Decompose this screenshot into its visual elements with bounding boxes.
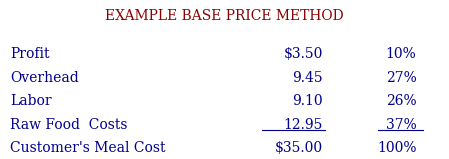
Text: 26%: 26% [386,94,416,108]
Text: Customer's Meal Cost: Customer's Meal Cost [10,141,166,155]
Text: 100%: 100% [377,141,416,155]
Text: Overhead: Overhead [10,71,79,85]
Text: Raw Food  Costs: Raw Food Costs [10,118,128,132]
Text: 10%: 10% [386,47,416,61]
Text: Profit: Profit [10,47,50,61]
Text: 12.95: 12.95 [283,118,323,132]
Text: $3.50: $3.50 [283,47,323,61]
Text: 27%: 27% [386,71,416,85]
Text: 9.45: 9.45 [292,71,323,85]
Text: Labor: Labor [10,94,52,108]
Text: $35.00: $35.00 [274,141,323,155]
Text: 9.10: 9.10 [292,94,323,108]
Text: 37%: 37% [386,118,416,132]
Text: EXAMPLE BASE PRICE METHOD: EXAMPLE BASE PRICE METHOD [105,9,344,23]
